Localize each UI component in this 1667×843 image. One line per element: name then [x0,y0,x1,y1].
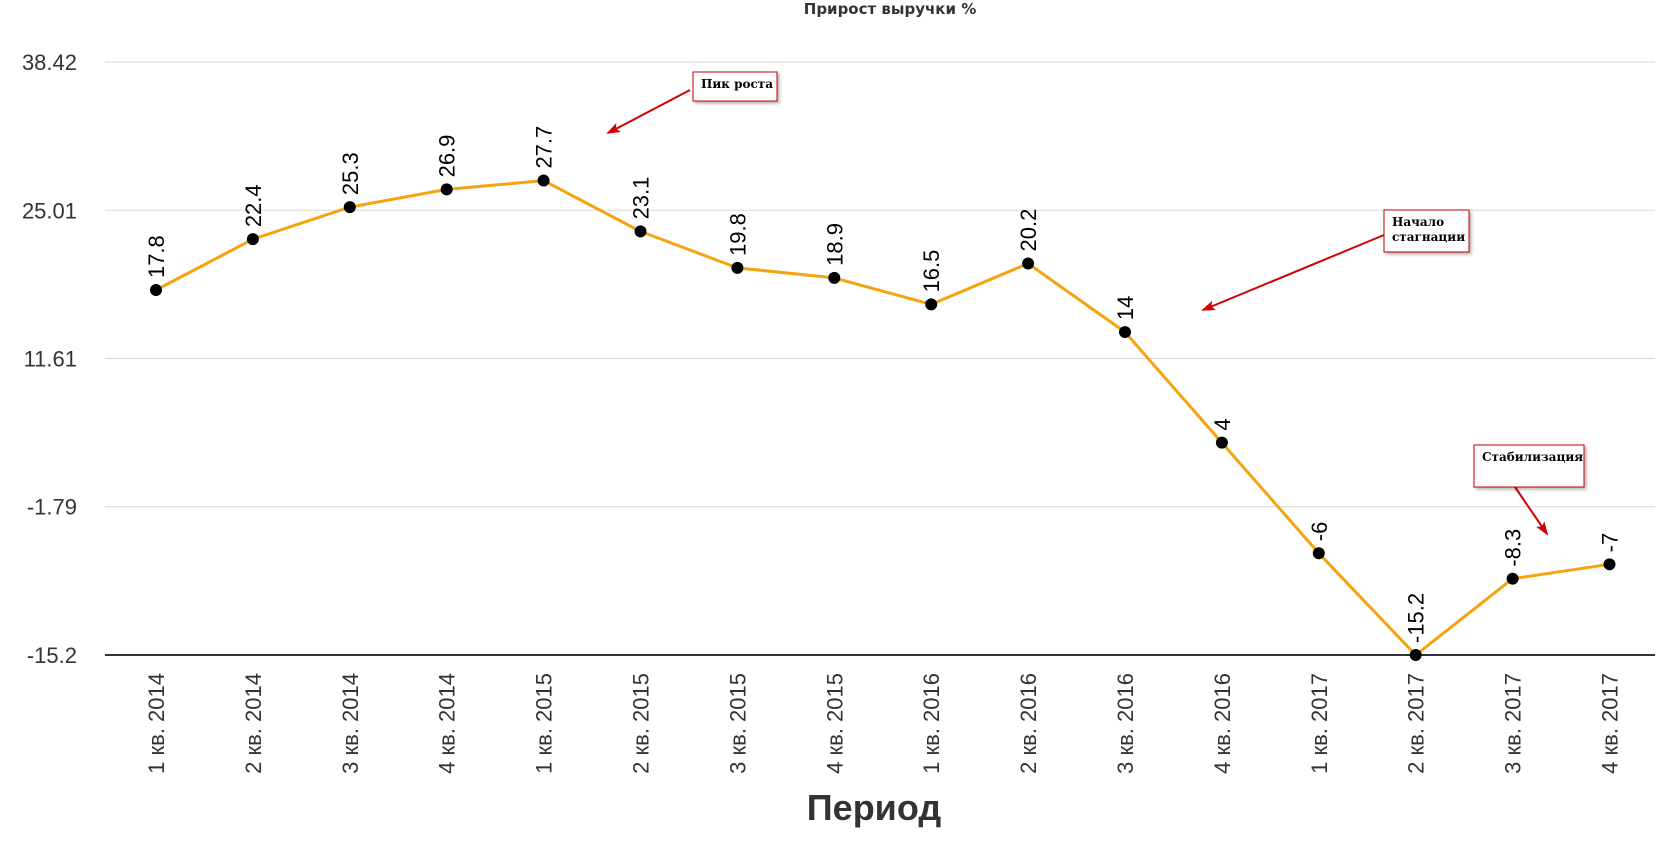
annotation-arrow [606,89,691,134]
x-tick-label: 3 кв. 2015 [725,673,750,774]
data-point [246,233,259,246]
x-tick-label: 1 кв. 2014 [144,673,169,774]
data-point [1312,547,1325,560]
x-tick-label: 3 кв. 2014 [338,673,363,774]
x-axis-title: Период [807,787,942,828]
y-tick-label: 11.61 [24,347,77,372]
x-tick-label: 4 кв. 2016 [1210,673,1235,774]
data-label: -7 [1598,533,1623,553]
annotation-arrow [1514,486,1549,536]
annotation-box [1383,209,1470,253]
annotation-box [1473,444,1585,488]
data-label: 27.7 [532,126,557,169]
data-label: 18.9 [822,223,847,266]
data-label: 23.1 [629,177,654,220]
series-line [155,179,1610,657]
annotation-stabilization: Стабилизация [1473,444,1585,536]
x-tick-label: 4 кв. 2017 [1598,673,1623,774]
annotation-text: Стабилизация [1482,450,1583,464]
data-label: 25.3 [338,152,363,195]
series-revenue-growth [150,174,1616,661]
annotation-text: Начало [1392,215,1444,229]
y-axis-ticks: 38.42 25.01 11.61 -1.79 -15.2 [22,50,77,668]
data-label: 17.8 [144,235,169,278]
annotation-peak: Пик роста [606,71,778,134]
x-tick-label: 1 кв. 2017 [1307,673,1332,774]
y-tick-label: -1.79 [27,495,77,520]
data-label: 22.4 [241,184,266,227]
data-label: -6 [1307,522,1332,542]
data-point [150,284,162,297]
data-label: 20.2 [1016,209,1041,252]
chart-title: Прирост выручки % [804,0,976,18]
data-labels: 17.8 22.4 25.3 26.9 27.7 23.1 19.8 18.9 16.5 20.2… [144,126,1623,643]
data-point [634,225,647,238]
x-axis-ticks: 1 кв. 2014 2 кв. 2014 3 кв. 2014 4 кв. 2014… [144,673,1623,774]
data-label: 14 [1113,296,1138,320]
y-tick-label: 25.01 [22,198,77,223]
y-tick-label: 38.42 [22,50,77,75]
annotation-text: Пик роста [701,77,773,91]
x-tick-label: 2 кв. 2015 [629,673,654,774]
x-tick-label: 2 кв. 2016 [1016,673,1041,774]
x-tick-label: 4 кв. 2014 [435,673,460,774]
x-tick-label: 4 кв. 2015 [822,673,847,774]
annotation-arrow [1201,234,1385,311]
y-tick-label: -15.2 [27,643,77,668]
data-label: -8.3 [1501,529,1526,567]
data-point [1603,558,1616,571]
x-tick-label: 2 кв. 2014 [241,673,266,774]
data-point [1215,436,1228,449]
annotation-text: стагнации [1392,230,1465,244]
gridlines [105,61,1655,656]
data-point [440,183,453,196]
data-point [828,271,841,284]
annotation-box [692,71,778,102]
data-label: 16.5 [919,250,944,293]
data-point [537,174,550,187]
data-point [925,298,938,311]
x-tick-label: 1 кв. 2015 [532,673,557,774]
data-label: 4 [1210,418,1235,430]
data-point [731,261,744,274]
data-label: 26.9 [435,135,460,178]
x-tick-label: 3 кв. 2016 [1113,673,1138,774]
x-tick-label: 3 кв. 2017 [1501,673,1526,774]
data-point [1409,649,1422,661]
data-point [1506,572,1519,585]
data-label: 19.8 [725,213,750,256]
data-point [343,201,356,214]
x-tick-label: 2 кв. 2017 [1404,673,1429,774]
data-label: -15.2 [1404,593,1429,643]
data-point [1119,326,1131,339]
data-point [1022,257,1035,270]
x-tick-label: 1 кв. 2016 [919,673,944,774]
